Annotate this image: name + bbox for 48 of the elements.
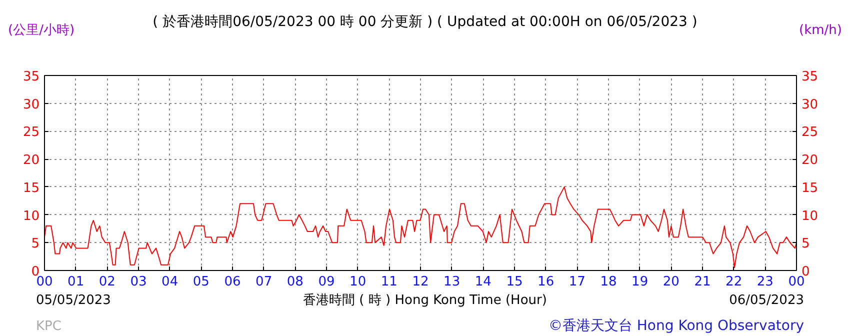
y-tick-label: 20 xyxy=(22,153,40,168)
x-tick-label: 01 xyxy=(68,274,84,290)
x-axis-title: 香港時間 ( 時 ) Hong Kong Time (Hour) xyxy=(303,293,547,308)
x-tick-label: 00 xyxy=(788,274,805,290)
x-tick-label: 12 xyxy=(412,274,429,290)
x-tick-label: 04 xyxy=(162,274,178,290)
y-tick-label: 5 xyxy=(31,236,40,252)
x-tick-label: 00 xyxy=(36,274,53,290)
text: 06/05/2023 xyxy=(729,292,804,310)
chart-title: ( 於香港時間06/05/2023 00 時 00 分更新 ) ( Updated at 00:00H on 06/05/2023 ) xyxy=(152,14,698,30)
text: KPC xyxy=(36,318,62,336)
y2-tick-label: 35 xyxy=(802,70,818,84)
x-tick-label: 18 xyxy=(600,274,617,290)
x-tick-label: 21 xyxy=(694,274,711,290)
x-tick-label: 23 xyxy=(756,274,774,290)
x-tick-label: 22 xyxy=(726,274,742,290)
x-tick-label: 11 xyxy=(380,274,398,290)
y2-tick-label: 10 xyxy=(802,208,818,224)
text: ©香港天文台 Hong Kong Observatory xyxy=(548,317,804,336)
x-tick-label: 10 xyxy=(350,274,366,290)
y2-axis-title: (km/h) xyxy=(799,22,842,40)
y-tick-label: 35 xyxy=(22,70,40,84)
y-tick-label: 25 xyxy=(22,125,40,140)
y-tick-label: 10 xyxy=(22,208,40,224)
x-tick-label: 08 xyxy=(286,274,304,290)
x-tick-label: 03 xyxy=(130,274,147,290)
y2-tick-label: 15 xyxy=(802,180,818,196)
y2-tick-label: 25 xyxy=(802,125,818,140)
line-series xyxy=(44,186,796,268)
x-tick-label: 20 xyxy=(662,274,680,290)
y2-tick-label: 30 xyxy=(802,97,818,112)
y2-tick-label: 20 xyxy=(802,153,818,168)
x-tick-label: 14 xyxy=(474,274,492,290)
y2-tick-label: 5 xyxy=(802,236,810,252)
x-tick-label: 02 xyxy=(98,274,116,290)
y-tick-label: 15 xyxy=(22,180,40,196)
x-tick-label: 16 xyxy=(538,274,554,290)
y-tick-label: 30 xyxy=(22,97,40,112)
x-tick-label: 17 xyxy=(568,274,586,290)
x-tick-label: 09 xyxy=(318,274,335,290)
x-tick-label: 07 xyxy=(256,274,272,290)
y-axis-title: (公里/小時) xyxy=(8,22,75,40)
x-tick-label: 15 xyxy=(506,274,523,290)
x-tick-label: 06 xyxy=(224,274,241,290)
x-tick-label: 13 xyxy=(444,274,460,290)
x-tick-label: 05 xyxy=(192,274,210,290)
text: 05/05/2023 xyxy=(36,292,111,310)
x-tick-label: 19 xyxy=(632,274,648,290)
